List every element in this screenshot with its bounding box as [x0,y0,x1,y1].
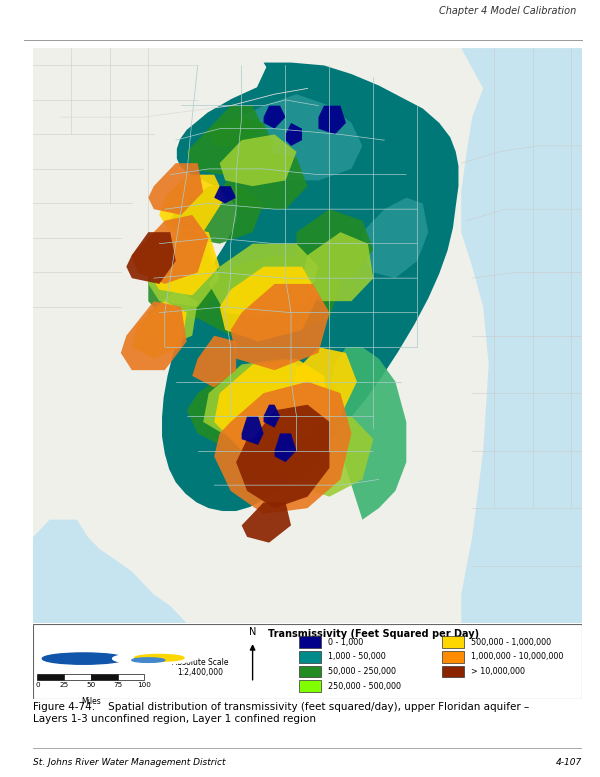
Polygon shape [236,405,329,508]
Text: 500,000 - 1,000,000: 500,000 - 1,000,000 [470,637,551,646]
Polygon shape [214,186,236,204]
Polygon shape [319,106,346,134]
Text: SJR: SJR [79,652,89,657]
Text: > 10,000,000: > 10,000,000 [470,667,524,676]
Text: Figure 4-74.    Spatial distribution of transmissivity (feet squared/day), upper: Figure 4-74. Spatial distribution of tra… [33,702,529,724]
Polygon shape [220,152,308,209]
Text: 25: 25 [59,682,69,688]
Text: Transmissivity (Feet Squared per Day): Transmissivity (Feet Squared per Day) [268,629,479,639]
Text: 1,000,000 - 10,000,000: 1,000,000 - 10,000,000 [470,652,563,661]
Polygon shape [236,94,362,180]
Polygon shape [33,48,582,623]
Polygon shape [148,163,203,215]
Circle shape [134,654,184,661]
Bar [118,674,145,681]
Polygon shape [127,232,176,284]
Polygon shape [192,336,236,388]
Text: 0: 0 [35,682,40,688]
Polygon shape [132,301,187,359]
Bar [37,674,64,681]
Text: 100: 100 [137,682,151,688]
Bar [91,674,118,681]
Polygon shape [162,63,458,511]
Text: 50,000 - 250,000: 50,000 - 250,000 [328,667,396,676]
Bar [299,681,321,692]
Polygon shape [187,255,340,336]
Text: ≡≡≡: ≡≡≡ [77,659,91,664]
Polygon shape [187,117,275,175]
Bar [442,636,464,648]
Polygon shape [291,347,357,422]
Polygon shape [132,215,209,284]
Polygon shape [209,106,263,146]
Polygon shape [220,134,296,186]
Bar [442,666,464,678]
Polygon shape [242,416,263,445]
Polygon shape [275,434,296,462]
Polygon shape [461,48,582,623]
Polygon shape [203,359,329,445]
Text: Chapter 4 Model Calibration: Chapter 4 Model Calibration [439,6,576,16]
Polygon shape [286,123,302,146]
Bar [299,651,321,663]
Polygon shape [263,405,280,427]
Polygon shape [148,226,220,295]
Bar [299,666,321,678]
Polygon shape [296,209,373,284]
Polygon shape [220,267,319,341]
Polygon shape [214,359,329,451]
Text: N: N [249,628,256,637]
Polygon shape [143,290,198,347]
Text: 1,000 - 50,000: 1,000 - 50,000 [328,652,386,661]
Polygon shape [214,382,352,514]
Text: St. Johns River Water Management District: St. Johns River Water Management Distric… [33,758,226,767]
Text: 50: 50 [86,682,95,688]
Polygon shape [329,347,406,520]
Circle shape [113,653,195,664]
Text: 250,000 - 500,000: 250,000 - 500,000 [328,681,401,691]
Polygon shape [170,186,263,244]
Polygon shape [33,508,187,623]
Polygon shape [280,416,373,497]
Bar [64,674,91,681]
Bar [442,651,464,663]
Polygon shape [362,197,428,278]
Polygon shape [302,232,373,301]
Polygon shape [121,301,187,370]
Polygon shape [33,48,428,571]
Polygon shape [209,244,319,319]
Polygon shape [263,106,286,129]
Text: 0 - 1,000: 0 - 1,000 [328,637,363,646]
Polygon shape [148,249,220,319]
Polygon shape [148,238,220,307]
Polygon shape [159,175,225,232]
Circle shape [43,653,125,664]
Polygon shape [230,284,329,370]
Text: 75: 75 [113,682,122,688]
Polygon shape [242,503,291,542]
Circle shape [132,658,165,662]
Bar [299,636,321,648]
Text: Miles: Miles [81,697,101,706]
Polygon shape [187,359,340,456]
Text: Absolute Scale
1:2,400,000: Absolute Scale 1:2,400,000 [172,658,229,678]
Text: 4-107: 4-107 [556,758,582,767]
